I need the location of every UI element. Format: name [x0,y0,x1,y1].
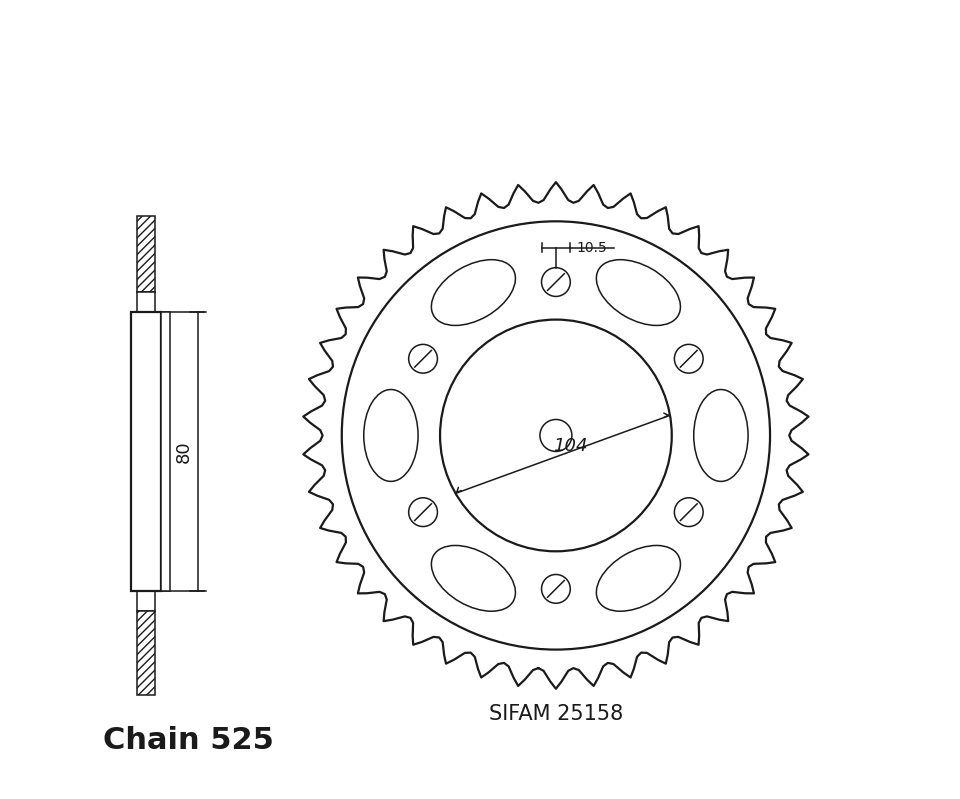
Text: Chain 525: Chain 525 [103,726,274,755]
Text: 80: 80 [175,440,193,463]
Text: 104: 104 [554,437,588,455]
Bar [131,312,161,591]
Text: 10.5: 10.5 [577,240,608,255]
Bar [137,591,155,611]
Bar [161,312,170,591]
Text: SIFAM 25158: SIFAM 25158 [489,704,623,724]
Bar [137,292,155,312]
Bar [137,611,155,695]
Bar [137,216,155,292]
